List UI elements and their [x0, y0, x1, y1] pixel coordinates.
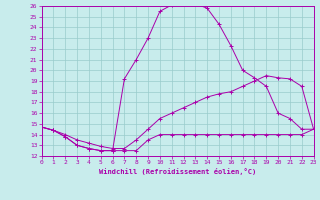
X-axis label: Windchill (Refroidissement éolien,°C): Windchill (Refroidissement éolien,°C)	[99, 168, 256, 175]
